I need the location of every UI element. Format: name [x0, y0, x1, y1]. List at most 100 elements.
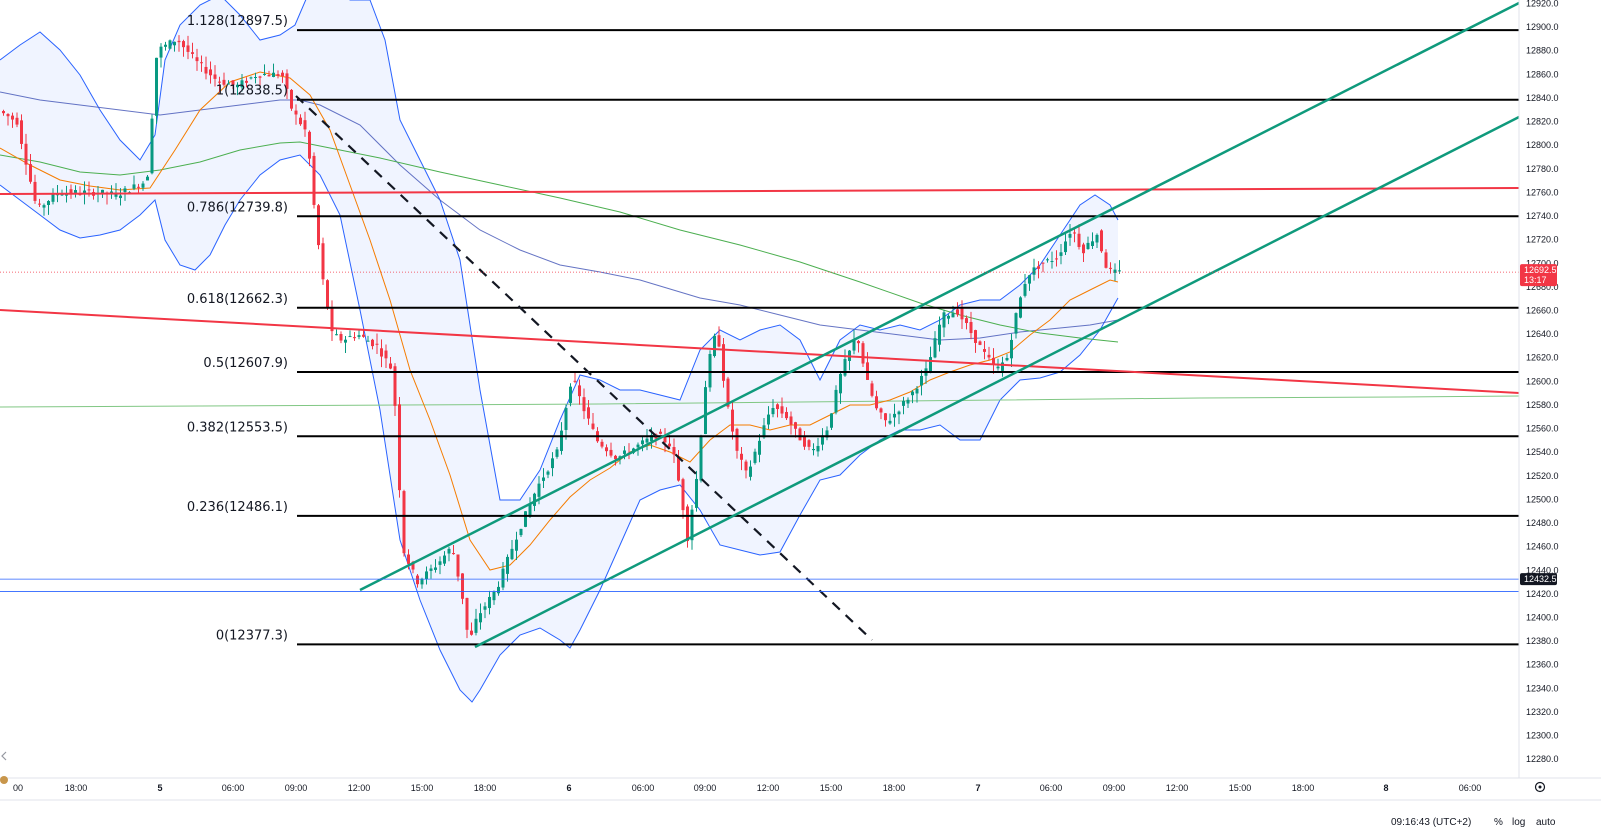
candle[interactable]	[551, 452, 554, 477]
candle[interactable]	[515, 531, 518, 560]
candle[interactable]	[276, 70, 280, 79]
candle[interactable]	[758, 434, 761, 463]
candle[interactable]	[695, 470, 698, 512]
candle[interactable]	[870, 380, 874, 398]
candle[interactable]	[1073, 228, 1076, 243]
candle[interactable]	[1113, 263, 1117, 281]
candle[interactable]	[227, 80, 230, 85]
candle[interactable]	[132, 175, 136, 191]
candle[interactable]	[69, 184, 73, 199]
candle[interactable]	[681, 477, 685, 519]
candle[interactable]	[506, 554, 509, 582]
candle[interactable]	[641, 436, 644, 452]
candle[interactable]	[510, 539, 514, 561]
candle[interactable]	[209, 61, 212, 84]
candle[interactable]	[357, 329, 361, 340]
candle[interactable]	[825, 426, 829, 441]
candle[interactable]	[177, 35, 181, 52]
candle[interactable]	[447, 546, 451, 562]
candle[interactable]	[605, 444, 608, 457]
candle[interactable]	[303, 111, 307, 137]
candle[interactable]	[389, 356, 392, 370]
candle[interactable]	[722, 337, 725, 388]
candle[interactable]	[852, 329, 856, 355]
candle[interactable]	[780, 397, 784, 419]
channel-upper-line[interactable]	[359, 1, 1520, 592]
candle[interactable]	[771, 399, 775, 418]
candle[interactable]	[591, 413, 595, 431]
sma-slow-line[interactable]	[0, 141, 1119, 343]
candle[interactable]	[807, 439, 811, 451]
candle[interactable]	[555, 446, 559, 459]
candle[interactable]	[501, 562, 505, 591]
candle[interactable]	[884, 412, 887, 427]
candle[interactable]	[677, 449, 680, 482]
candle[interactable]	[911, 390, 914, 404]
candle[interactable]	[992, 348, 995, 374]
channel-lower-line[interactable]	[474, 115, 1520, 649]
candle[interactable]	[200, 55, 203, 72]
candle[interactable]	[1064, 233, 1067, 255]
candle[interactable]	[245, 77, 248, 88]
candle[interactable]	[582, 388, 586, 420]
candle[interactable]	[1068, 224, 1072, 246]
candle[interactable]	[902, 396, 905, 415]
candle[interactable]	[663, 428, 667, 453]
candle[interactable]	[1082, 242, 1085, 262]
candle[interactable]	[749, 460, 752, 481]
candle[interactable]	[465, 597, 469, 639]
candle[interactable]	[452, 544, 455, 555]
candle[interactable]	[114, 183, 118, 200]
candlesticks[interactable]	[2, 35, 1121, 639]
candle[interactable]	[1041, 262, 1045, 273]
candle[interactable]	[587, 400, 590, 425]
candle[interactable]	[254, 72, 257, 84]
candle[interactable]	[947, 314, 950, 325]
candle[interactable]	[564, 404, 568, 440]
candle[interactable]	[978, 340, 982, 346]
dashed-trendline[interactable]	[295, 95, 873, 641]
candle[interactable]	[20, 114, 23, 150]
candle[interactable]	[987, 346, 991, 361]
candle[interactable]	[186, 35, 190, 60]
candle[interactable]	[1059, 244, 1063, 265]
candle[interactable]	[906, 397, 910, 409]
candle[interactable]	[857, 339, 860, 353]
candle[interactable]	[969, 311, 973, 340]
candle[interactable]	[6, 113, 10, 126]
candle[interactable]	[299, 114, 302, 126]
candle[interactable]	[1023, 273, 1027, 298]
candle[interactable]	[24, 133, 28, 175]
candle[interactable]	[281, 70, 284, 83]
candle[interactable]	[789, 411, 793, 435]
candle[interactable]	[830, 413, 833, 431]
candle[interactable]	[1086, 236, 1090, 250]
candle[interactable]	[1001, 356, 1004, 377]
candle[interactable]	[776, 403, 779, 418]
candle[interactable]	[528, 497, 532, 518]
candle[interactable]	[443, 551, 446, 567]
candle[interactable]	[704, 380, 707, 435]
candle[interactable]	[384, 344, 388, 369]
candle[interactable]	[488, 590, 491, 615]
candle[interactable]	[321, 237, 325, 285]
candle[interactable]	[317, 203, 320, 250]
candle[interactable]	[434, 559, 437, 573]
candle[interactable]	[425, 566, 428, 585]
candle[interactable]	[42, 203, 46, 216]
candle[interactable]	[569, 383, 572, 407]
candle[interactable]	[839, 370, 842, 404]
candle[interactable]	[1028, 275, 1031, 291]
candle[interactable]	[965, 315, 968, 330]
candle[interactable]	[236, 82, 239, 96]
candle[interactable]	[2, 109, 5, 116]
candle[interactable]	[753, 448, 757, 465]
candle[interactable]	[402, 489, 406, 557]
candle[interactable]	[420, 577, 424, 589]
candle[interactable]	[11, 112, 14, 128]
candle[interactable]	[294, 104, 298, 125]
candle[interactable]	[159, 43, 163, 68]
candle[interactable]	[560, 422, 563, 455]
candle[interactable]	[960, 300, 964, 329]
candle[interactable]	[974, 329, 977, 353]
